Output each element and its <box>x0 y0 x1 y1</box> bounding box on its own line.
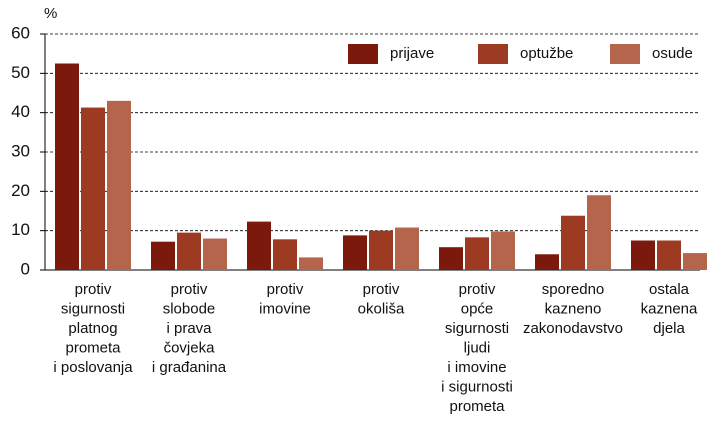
x-tick-label: opće <box>461 300 494 317</box>
bar <box>299 257 323 270</box>
x-tick-label: protiv <box>459 281 496 298</box>
x-tick-label: ljudi <box>464 339 491 356</box>
x-tick-label: platnog <box>68 320 117 337</box>
x-tick-label: protiv <box>267 281 304 298</box>
x-tick-label: čovjeka <box>164 339 216 356</box>
legend-label: optužbe <box>520 45 573 62</box>
x-tick-label: i sigurnosti <box>441 378 513 395</box>
bar <box>177 232 201 270</box>
y-tick-label: 0 <box>21 259 30 278</box>
x-tick-label: protiv <box>171 281 208 298</box>
bar <box>683 253 707 270</box>
bar <box>561 215 585 270</box>
bar <box>55 63 79 270</box>
bar <box>273 239 297 270</box>
bar <box>657 240 681 270</box>
y-tick-label: 30 <box>11 141 30 160</box>
x-tick-label: sigurnosti <box>445 320 509 337</box>
legend-label: osude <box>652 45 693 62</box>
bar <box>343 235 367 270</box>
x-tick-label: kazneno <box>545 300 602 317</box>
x-tick-label: protiv <box>75 281 112 298</box>
x-tick-label: i građanina <box>152 359 227 376</box>
x-tick-label: zakonodavstvo <box>523 320 623 337</box>
y-tick-label: 50 <box>11 63 30 82</box>
bar <box>465 237 489 270</box>
x-tick-label: djela <box>653 320 685 337</box>
x-tick-label: slobode <box>163 300 216 317</box>
x-tick-label: imovine <box>259 300 311 317</box>
y-tick-label: 10 <box>11 220 30 239</box>
y-tick-label: 20 <box>11 181 30 200</box>
x-tick-label: sporedno <box>542 281 605 298</box>
bar <box>247 221 271 270</box>
y-tick-label: 40 <box>11 102 30 121</box>
bar <box>587 195 611 270</box>
bar <box>203 238 227 270</box>
x-tick-label: prometa <box>449 398 505 415</box>
x-tick-label: kaznena <box>641 300 698 317</box>
x-tick-label: i poslovanja <box>53 359 133 376</box>
x-tick-label: protiv <box>363 281 400 298</box>
x-tick-label: sigurnosti <box>61 300 125 317</box>
bar <box>395 227 419 270</box>
x-tick-label: i prava <box>166 320 212 337</box>
bar <box>151 241 175 270</box>
y-axis-label: % <box>44 5 57 22</box>
bar <box>631 240 655 270</box>
x-tick-label: ostala <box>649 281 690 298</box>
bar <box>81 107 105 270</box>
bar <box>535 254 559 270</box>
legend-label: prijave <box>390 45 434 62</box>
legend-swatch <box>478 44 508 64</box>
bar <box>369 230 393 270</box>
x-tick-label: okoliša <box>358 300 405 317</box>
x-tick-label: i imovine <box>447 359 506 376</box>
legend-swatch <box>610 44 640 64</box>
y-tick-label: 60 <box>11 23 30 42</box>
bar <box>439 247 463 270</box>
bar <box>491 231 515 270</box>
x-tick-label: prometa <box>65 339 121 356</box>
legend-swatch <box>348 44 378 64</box>
bar <box>107 100 131 270</box>
